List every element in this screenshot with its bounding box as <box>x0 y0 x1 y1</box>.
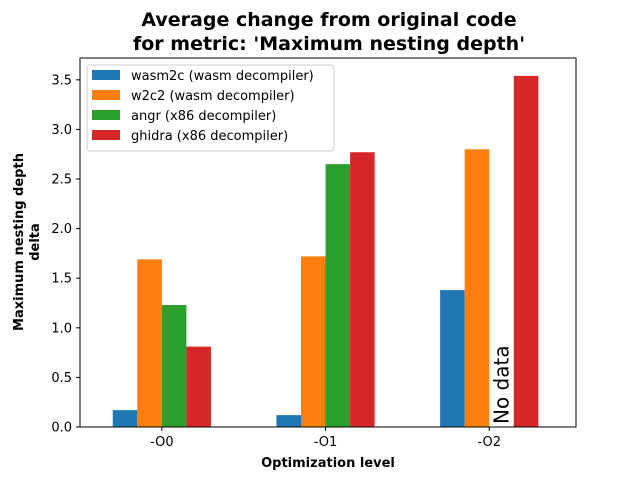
chart-title-line-2: for metric: 'Maximum nesting depth' <box>133 33 525 55</box>
bar-ghidra-o1 <box>350 152 375 428</box>
legend-label-wasm2c: wasm2c (wasm decompiler) <box>131 69 314 84</box>
bar-w2c2-o2 <box>464 149 490 427</box>
y-tick-label: 3.0 <box>51 123 72 138</box>
annotations-group: No data <box>490 345 514 424</box>
y-tick-label: 0.5 <box>51 371 72 386</box>
legend-swatch-w2c2 <box>92 90 120 100</box>
y-axis: 0.0 0.5 1.0 1.5 2.0 2.5 3.0 3.5 <box>51 73 80 436</box>
x-axis: -O0 -O1 -O2 <box>150 427 501 450</box>
legend-swatch-wasm2c <box>92 70 120 80</box>
chart-title-line-1: Average change from original code <box>141 9 516 31</box>
y-tick-label: 2.0 <box>51 222 72 237</box>
bars-group <box>112 75 539 428</box>
bar-w2c2-o1 <box>300 256 326 427</box>
legend-label-angr: angr (x86 decompiler) <box>131 109 276 124</box>
legend-label-w2c2: w2c2 (wasm decompiler) <box>131 89 295 104</box>
y-axis-label-line-2: delta <box>28 223 43 261</box>
legend-label-ghidra: ghidra (x86 decompiler) <box>131 129 288 144</box>
bar-ghidra-o0 <box>186 346 211 427</box>
legend-swatch-angr <box>92 110 120 120</box>
bar-wasm2c-o2 <box>440 290 465 427</box>
y-tick-label: 3.5 <box>51 73 72 88</box>
x-tick-label-o2: -O2 <box>477 435 501 450</box>
y-tick-label: 0.0 <box>51 421 72 436</box>
bar-angr-o1 <box>325 164 351 427</box>
bar-w2c2-o0 <box>137 259 162 427</box>
legend-swatch-ghidra <box>92 130 120 140</box>
bar-ghidra-o2 <box>513 75 539 427</box>
legend-frame <box>86 64 335 152</box>
annotation-no-data: No data <box>490 345 514 424</box>
x-tick-label-o1: -O1 <box>314 435 338 450</box>
y-tick-label: 2.5 <box>51 173 72 188</box>
y-tick-label: 1.5 <box>51 272 72 287</box>
legend: wasm2c (wasm decompiler) w2c2 (wasm decom… <box>86 64 335 152</box>
x-tick-label-o0: -O0 <box>150 435 174 450</box>
y-axis-label-line-1: Maximum nesting depth <box>12 153 27 331</box>
plot-frame <box>79 57 577 428</box>
y-axis-label: Maximum nesting depth delta <box>12 153 43 331</box>
bar-angr-o0 <box>161 304 187 427</box>
y-tick-label: 1.0 <box>51 321 72 336</box>
bar-wasm2c-o1 <box>276 415 301 427</box>
x-axis-label: Optimization level <box>261 456 395 471</box>
bar-wasm2c-o0 <box>112 410 138 427</box>
